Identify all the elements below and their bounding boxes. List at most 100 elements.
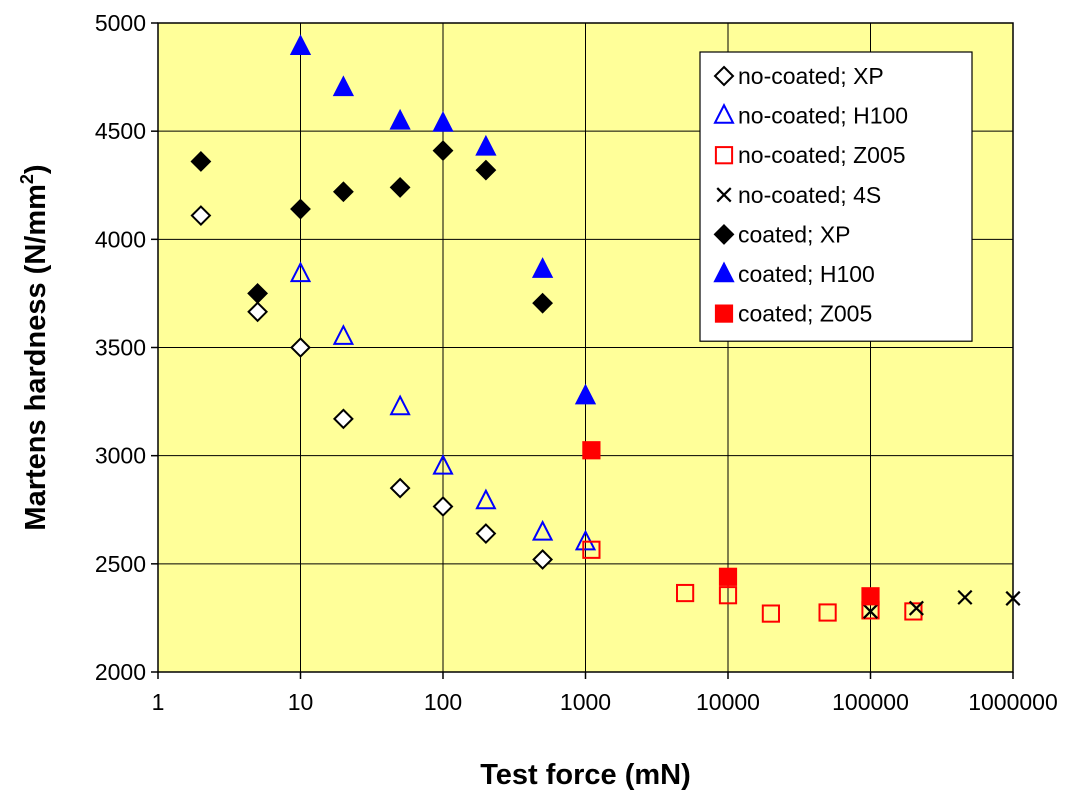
data-point: [432, 111, 454, 132]
legend-label: no-coated; 4S: [738, 182, 881, 208]
data-point: [861, 587, 880, 606]
x-marker-stroke: [716, 187, 732, 203]
y-tick-label: 3500: [95, 335, 146, 361]
data-point: [247, 301, 269, 323]
y-tick-label: 5000: [95, 10, 146, 36]
y-axis-title: Martens hardness (N/mm2): [17, 164, 52, 530]
data-point: [432, 496, 454, 517]
data-point: [289, 261, 312, 283]
data-point: [190, 151, 212, 172]
y-axis-title-superscript: 2: [17, 174, 37, 184]
y-tick-label: 3000: [95, 443, 146, 469]
legend-item: no-coated; Z005: [714, 142, 906, 168]
legend-label: coated; H100: [738, 261, 875, 287]
y-axis-title-close: ): [20, 164, 52, 174]
legend-marker: [713, 261, 735, 283]
x-tick-label: 10: [288, 689, 314, 715]
x-tick-label: 100000: [832, 689, 909, 715]
x-marker-stroke: [862, 603, 879, 619]
legend-item: coated; Z005: [714, 301, 872, 327]
legend-box: [699, 51, 973, 342]
legend: no-coated; XP no-coated; H100 no-coated; Z…: [699, 51, 973, 342]
data-point: [531, 519, 554, 541]
x-marker-stroke: [1005, 590, 1021, 606]
data-point: [475, 159, 497, 181]
y-tick-label: 4000: [95, 226, 146, 252]
series-6: [582, 441, 880, 606]
data-points: [190, 34, 1021, 623]
data-point: [904, 602, 923, 621]
x-marker-stroke: [957, 589, 973, 605]
data-point: [1005, 590, 1021, 606]
legend-marker: [713, 65, 735, 87]
x-tick-label: 100: [424, 689, 462, 715]
data-point: [389, 108, 411, 130]
x-marker-stroke: [908, 600, 924, 616]
x-tick-label: 1000000: [968, 689, 1058, 715]
series-5: [289, 34, 597, 405]
data-point: [332, 75, 355, 97]
data-point: [247, 283, 269, 304]
y-tick-label: 4500: [95, 118, 146, 144]
data-point: [475, 523, 497, 544]
y-axis-title-main: Martens hardness (N/mm: [20, 184, 52, 531]
data-point: [957, 589, 973, 605]
legend-marker: [714, 146, 734, 165]
data-point: [475, 134, 497, 156]
legend-item: coated; XP: [713, 221, 851, 247]
data-point: [290, 198, 311, 220]
y-tick-label: 2000: [95, 659, 146, 685]
data-point: [574, 529, 597, 551]
data-point: [862, 603, 879, 619]
data-point: [531, 257, 554, 278]
data-point: [389, 394, 411, 416]
data-point: [761, 604, 780, 623]
x-tick-label: 10000: [696, 689, 760, 715]
data-point: [332, 324, 355, 345]
data-point: [389, 176, 411, 198]
data-point: [190, 205, 212, 226]
x-tick-label: 1: [152, 689, 165, 715]
legend-item: no-coated; H100: [713, 103, 908, 129]
series-4: [190, 140, 554, 314]
data-point: [718, 567, 738, 586]
legend-marker: [716, 187, 732, 203]
legend-label: no-coated; H100: [738, 103, 908, 129]
data-point: [432, 140, 454, 162]
legend-label: no-coated; Z005: [738, 142, 906, 168]
data-point: [818, 603, 837, 622]
x-axis-ticks: 1 10 100 1000 10000 100000 1000000: [152, 672, 1058, 715]
data-point: [718, 586, 738, 605]
data-point: [532, 292, 554, 314]
legend-label: no-coated; XP: [738, 63, 884, 89]
series-0: [190, 205, 554, 570]
data-point: [475, 488, 497, 510]
data-point: [389, 477, 411, 499]
legend-marker: [713, 103, 735, 124]
legend-marker: [714, 304, 734, 323]
legend-label: coated; Z005: [738, 301, 872, 327]
x-axis-title: Test force (mN): [480, 759, 691, 791]
data-point: [582, 540, 601, 559]
y-tick-label: 2500: [95, 551, 146, 577]
data-point: [574, 383, 597, 405]
x-tick-label: 1000: [560, 689, 611, 715]
data-point: [676, 583, 695, 603]
data-point: [908, 600, 924, 616]
legend-label: coated; XP: [738, 221, 851, 247]
legend-marker: [713, 223, 735, 245]
y-axis-ticks: 2000 2500 3000 3500 4000 4500 5000: [95, 10, 158, 685]
legend-items: no-coated; XP no-coated; H100 no-coated; Z…: [713, 63, 908, 327]
data-point: [332, 408, 354, 430]
data-point: [290, 337, 311, 358]
data-point: [332, 181, 354, 203]
series-1: [289, 261, 597, 551]
legend-item: no-coated; XP: [713, 63, 884, 89]
data-point: [582, 441, 601, 460]
legend-item: no-coated; 4S: [716, 182, 881, 208]
series-3: [862, 589, 1021, 619]
data-point: [532, 549, 554, 570]
legend-item: coated; H100: [713, 261, 875, 287]
